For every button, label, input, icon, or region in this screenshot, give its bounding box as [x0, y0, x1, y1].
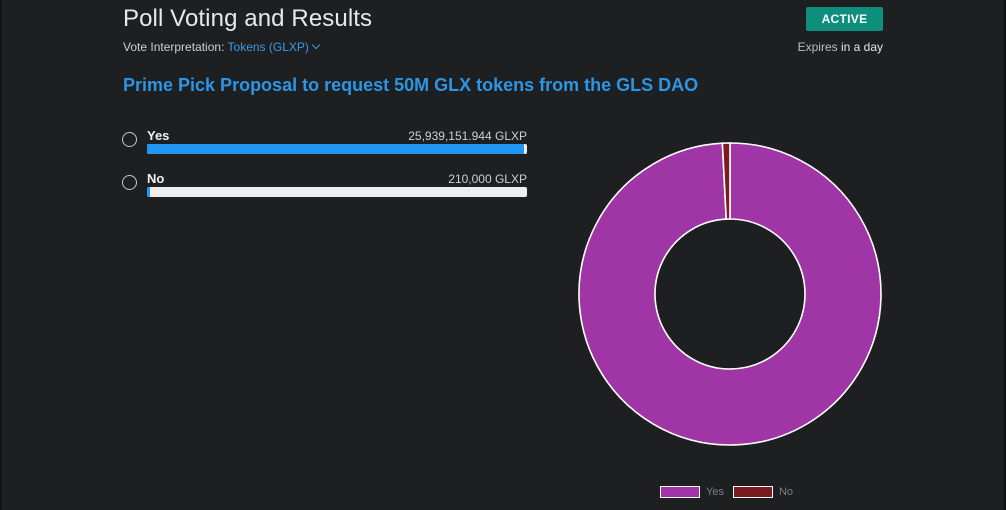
- radio-yes[interactable]: [122, 132, 137, 147]
- legend-item-yes[interactable]: Yes: [660, 486, 724, 498]
- vote-interpretation: Vote Interpretation: Tokens (GLXP): [123, 40, 321, 54]
- right-edge: [1004, 0, 1006, 510]
- vote-interpretation-label: Vote Interpretation:: [123, 40, 225, 54]
- vote-interpretation-dropdown[interactable]: Tokens (GLXP): [227, 40, 321, 54]
- vote-option-no[interactable]: No 210,000 GLXP: [122, 171, 527, 211]
- expires-prefix: Expires: [797, 40, 838, 54]
- result-bar-fill: [147, 144, 524, 154]
- page-title: Poll Voting and Results: [123, 5, 373, 32]
- legend-label-no: No: [778, 486, 794, 498]
- option-amount: 25,939,151.944 GLXP: [408, 129, 527, 143]
- expires-text: Expires in a day: [798, 40, 883, 54]
- radio-no[interactable]: [122, 175, 137, 190]
- option-label: Yes: [147, 128, 170, 143]
- legend-item-no[interactable]: No: [732, 486, 794, 498]
- proposal-title-link[interactable]: Prime Pick Proposal to request 50M GLX t…: [123, 75, 699, 95]
- chevron-down-icon: [311, 40, 321, 50]
- vote-interpretation-value: Tokens (GLXP): [227, 40, 309, 54]
- left-edge: [0, 0, 2, 510]
- option-label: No: [147, 171, 165, 186]
- result-bar-track: [147, 144, 527, 154]
- donut-slice-no[interactable]: [721, 142, 731, 220]
- legend-label-yes: Yes: [706, 486, 724, 498]
- chart-legend: Yes No: [660, 486, 802, 498]
- legend-swatch-yes: [660, 486, 700, 498]
- donut-slice-yes[interactable]: [578, 142, 882, 446]
- legend-swatch-no: [732, 486, 773, 498]
- option-amount: 210,000 GLXP: [448, 172, 527, 186]
- results-donut-chart: [578, 142, 882, 446]
- result-bar-track: [147, 187, 527, 197]
- result-bar-fill: [147, 187, 151, 197]
- expires-value: in a day: [840, 40, 883, 54]
- status-badge: ACTIVE: [806, 7, 883, 31]
- vote-option-yes[interactable]: Yes 25,939,151.944 GLXP: [122, 128, 527, 168]
